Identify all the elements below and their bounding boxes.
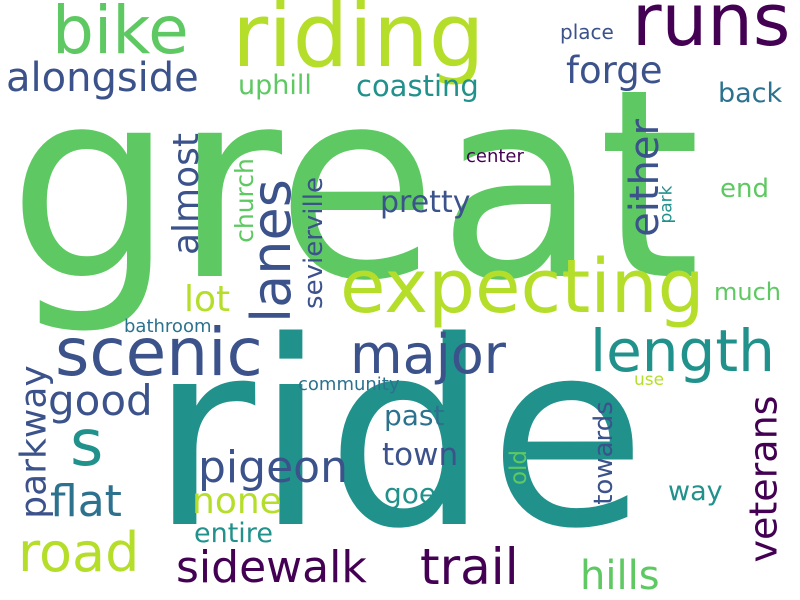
word-back: back (718, 78, 783, 109)
word-road: road (18, 521, 140, 584)
word-major: major (350, 323, 506, 386)
word-sidewalk: sidewalk (176, 542, 367, 593)
word-uphill: uphill (238, 70, 312, 101)
word-ride: ride (150, 287, 647, 585)
word-old: old (506, 449, 533, 486)
word-s: s (70, 407, 104, 481)
word-past: past (384, 399, 445, 432)
word-coasting: coasting (356, 69, 479, 103)
word-church: church (229, 158, 259, 243)
word-forge: forge (566, 49, 663, 92)
word-alongside: alongside (6, 55, 199, 101)
word-bike: bike (52, 0, 189, 69)
word-almost: almost (166, 132, 208, 256)
word-great: great (8, 33, 701, 338)
word-pigeon: pigeon (198, 442, 348, 493)
word-sevierville: sevierville (298, 177, 329, 309)
word-good: good (48, 376, 153, 425)
word-none: none (192, 481, 282, 522)
word-trail: trail (420, 538, 519, 596)
word-entire: entire (194, 518, 273, 549)
word-runs: runs (632, 0, 791, 62)
word-pretty: pretty (380, 185, 471, 220)
word-place: place (560, 20, 614, 44)
word-community: community (298, 374, 400, 395)
word-veterans: veterans (741, 395, 786, 563)
word-much: much (714, 278, 781, 306)
word-flat: flat (50, 476, 122, 527)
word-hills: hills (580, 553, 660, 599)
word-lot: lot (184, 279, 231, 320)
word-way: way (668, 476, 723, 507)
word-end: end (720, 174, 769, 204)
word-riding: riding (232, 0, 485, 87)
word-goes: goes (384, 477, 451, 510)
word-towards: towards (588, 401, 619, 505)
word-scenic: scenic (55, 314, 263, 391)
word-expecting: expecting (340, 244, 705, 330)
word-town: town (382, 437, 459, 473)
word-bathroom: bathroom (124, 316, 212, 337)
word-use: use (634, 370, 665, 390)
word-center: center (466, 146, 524, 167)
word-park: park (656, 185, 677, 224)
word-length: length (590, 317, 775, 385)
